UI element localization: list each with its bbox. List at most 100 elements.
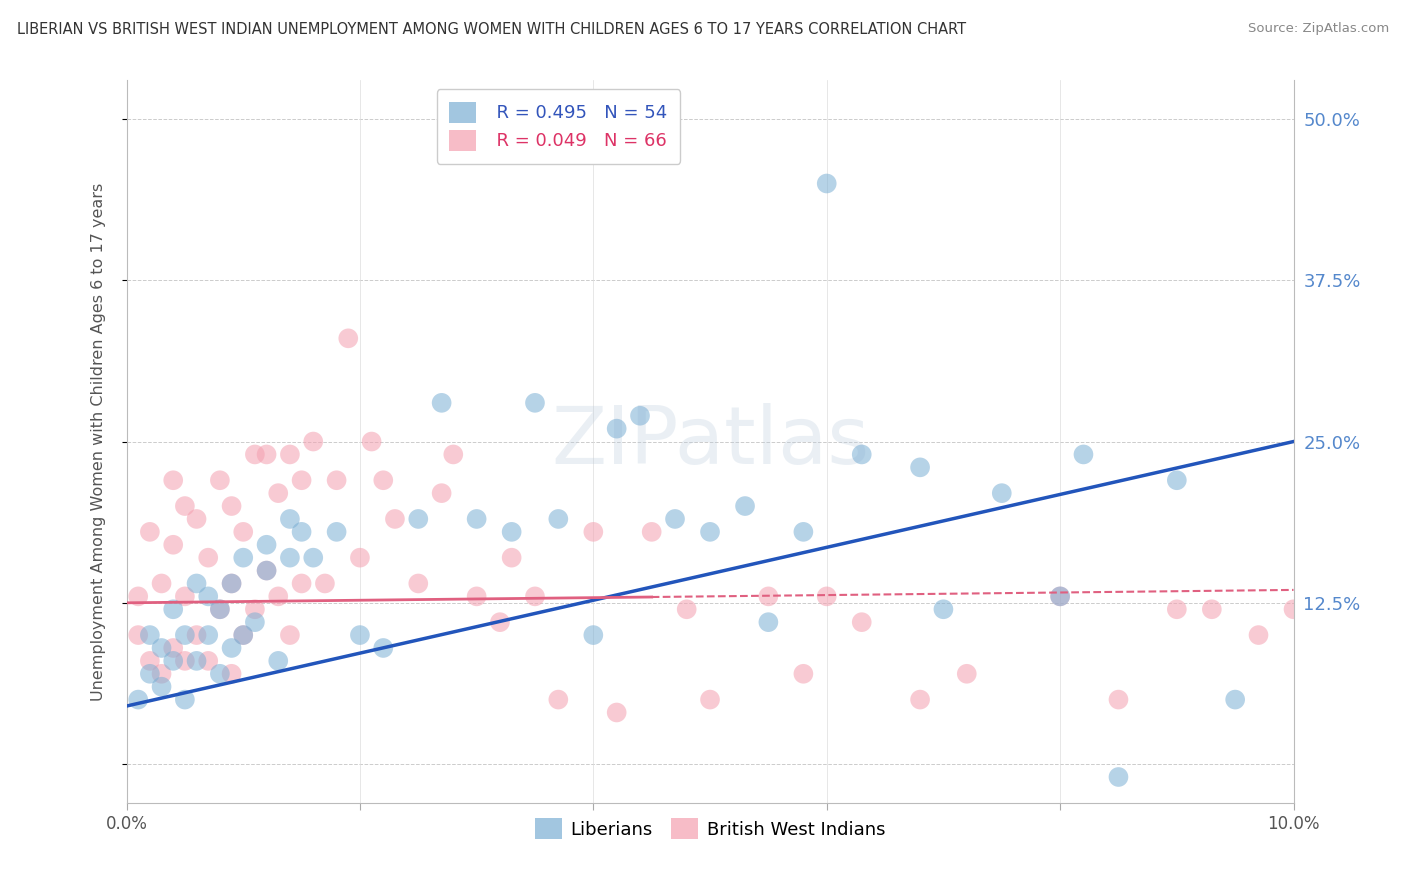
Point [325, 473, 347, 487]
Point [256, 564, 278, 578]
Point [699, 524, 721, 539]
Point [956, 666, 979, 681]
Point [256, 447, 278, 461]
Point [1049, 590, 1071, 604]
Point [815, 590, 838, 604]
Point [278, 550, 301, 565]
Point [197, 590, 219, 604]
Text: ZIPatlas: ZIPatlas [551, 402, 869, 481]
Point [162, 538, 184, 552]
Point [186, 628, 208, 642]
Point [139, 628, 162, 642]
Point [314, 576, 336, 591]
Point [1201, 602, 1223, 616]
Point [162, 602, 184, 616]
Point [360, 434, 382, 449]
Point [1223, 692, 1246, 706]
Point [1166, 602, 1188, 616]
Point [139, 524, 162, 539]
Point [675, 602, 697, 616]
Point [139, 666, 162, 681]
Point [174, 692, 197, 706]
Point [243, 447, 266, 461]
Point [174, 654, 197, 668]
Point [582, 628, 605, 642]
Point [524, 396, 547, 410]
Point [267, 590, 290, 604]
Point [208, 473, 231, 487]
Point [384, 512, 406, 526]
Point [756, 590, 779, 604]
Point [524, 590, 547, 604]
Point [606, 422, 628, 436]
Point [267, 486, 290, 500]
Point [290, 524, 312, 539]
Point [908, 692, 931, 706]
Point [232, 628, 254, 642]
Point [792, 524, 814, 539]
Point [127, 628, 149, 642]
Point [290, 576, 312, 591]
Point [302, 434, 325, 449]
Point [197, 628, 219, 642]
Point [150, 680, 173, 694]
Point [640, 524, 664, 539]
Point [1247, 628, 1270, 642]
Point [1108, 692, 1130, 706]
Point [1282, 602, 1305, 616]
Point [197, 550, 219, 565]
Text: Source: ZipAtlas.com: Source: ZipAtlas.com [1249, 22, 1389, 36]
Point [243, 602, 266, 616]
Point [208, 666, 231, 681]
Point [174, 590, 197, 604]
Point [851, 447, 873, 461]
Point [127, 590, 149, 604]
Point [150, 666, 173, 681]
Point [582, 524, 605, 539]
Point [792, 666, 814, 681]
Point [186, 654, 208, 668]
Point [699, 692, 721, 706]
Point [162, 654, 184, 668]
Point [489, 615, 512, 630]
Point [664, 512, 686, 526]
Point [756, 615, 779, 630]
Point [501, 524, 523, 539]
Point [278, 512, 301, 526]
Point [278, 628, 301, 642]
Point [932, 602, 955, 616]
Point [908, 460, 931, 475]
Point [441, 447, 464, 461]
Point [278, 447, 301, 461]
Point [221, 576, 243, 591]
Point [232, 550, 254, 565]
Point [290, 473, 312, 487]
Point [208, 602, 231, 616]
Point [349, 628, 371, 642]
Point [815, 177, 838, 191]
Point [430, 396, 453, 410]
Point [851, 615, 873, 630]
Point [325, 524, 347, 539]
Point [256, 564, 278, 578]
Point [501, 550, 523, 565]
Point [221, 640, 243, 655]
Point [162, 473, 184, 487]
Point [221, 576, 243, 591]
Point [243, 615, 266, 630]
Point [734, 499, 756, 513]
Point [162, 640, 184, 655]
Point [232, 628, 254, 642]
Point [174, 628, 197, 642]
Point [373, 473, 395, 487]
Point [302, 550, 325, 565]
Point [606, 706, 628, 720]
Text: LIBERIAN VS BRITISH WEST INDIAN UNEMPLOYMENT AMONG WOMEN WITH CHILDREN AGES 6 TO: LIBERIAN VS BRITISH WEST INDIAN UNEMPLOY… [17, 22, 966, 37]
Point [221, 666, 243, 681]
Point [990, 486, 1012, 500]
Point [628, 409, 651, 423]
Point [150, 576, 173, 591]
Y-axis label: Unemployment Among Women with Children Ages 6 to 17 years: Unemployment Among Women with Children A… [91, 183, 105, 700]
Point [337, 331, 360, 345]
Point [197, 654, 219, 668]
